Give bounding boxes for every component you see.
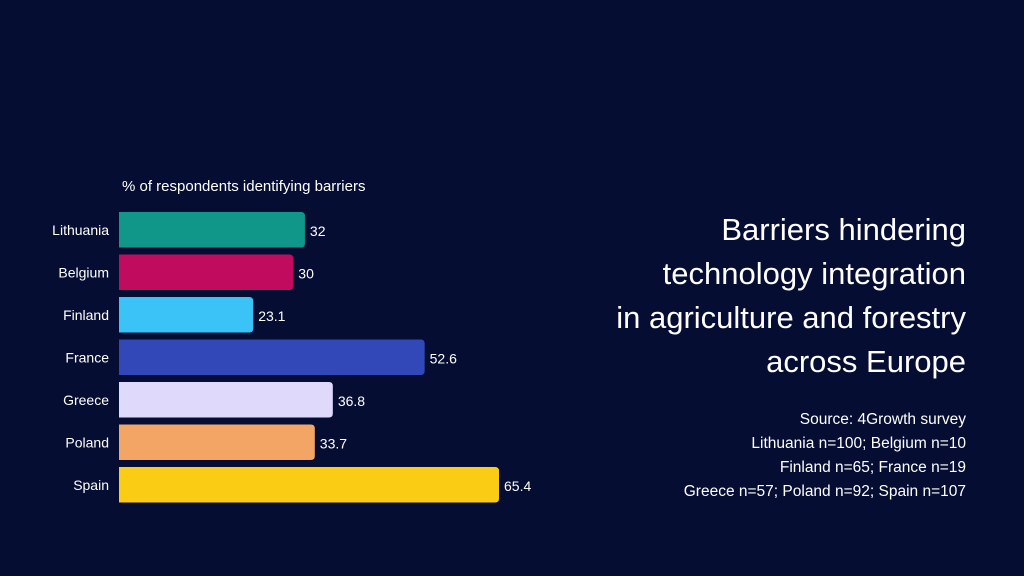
value-label: 65.4 bbox=[504, 478, 531, 494]
title-line: across Europe bbox=[766, 344, 966, 379]
category-label: Greece bbox=[63, 392, 109, 408]
value-label: 30 bbox=[298, 265, 314, 281]
source-line: Finland n=65; France n=19 bbox=[779, 459, 966, 476]
value-label: 23.1 bbox=[258, 308, 285, 324]
title-line: in agriculture and forestry bbox=[616, 300, 966, 335]
title-line: technology integration bbox=[662, 256, 966, 291]
value-label: 36.8 bbox=[338, 393, 365, 409]
category-label: Finland bbox=[63, 307, 109, 323]
category-label: Belgium bbox=[58, 264, 109, 280]
bar-spain bbox=[119, 467, 499, 503]
bar-lithuania bbox=[119, 212, 305, 248]
source-line: Lithuania n=100; Belgium n=10 bbox=[751, 435, 966, 452]
value-label: 32 bbox=[310, 223, 326, 239]
bar-greece bbox=[119, 382, 333, 418]
chart-subtitle: % of respondents identifying barriers bbox=[122, 178, 366, 195]
bar-belgium bbox=[119, 254, 294, 290]
title-line: Barriers hindering bbox=[721, 212, 966, 247]
source-line: Source: 4Growth survey bbox=[799, 411, 966, 428]
bar-poland bbox=[119, 424, 315, 460]
page-title: Barriers hindering technology integratio… bbox=[616, 208, 966, 384]
bar-france bbox=[119, 339, 425, 375]
category-label: Poland bbox=[65, 434, 109, 450]
category-label: Spain bbox=[73, 477, 109, 493]
value-label: 33.7 bbox=[320, 435, 347, 451]
category-label: Lithuania bbox=[52, 222, 109, 238]
source-line: Greece n=57; Poland n=92; Spain n=107 bbox=[683, 483, 966, 500]
category-label: France bbox=[65, 349, 109, 365]
bar-finland bbox=[119, 297, 254, 333]
source-note: Source: 4Growth survey Lithuania n=100; … bbox=[684, 408, 966, 504]
value-label: 52.6 bbox=[430, 350, 457, 366]
